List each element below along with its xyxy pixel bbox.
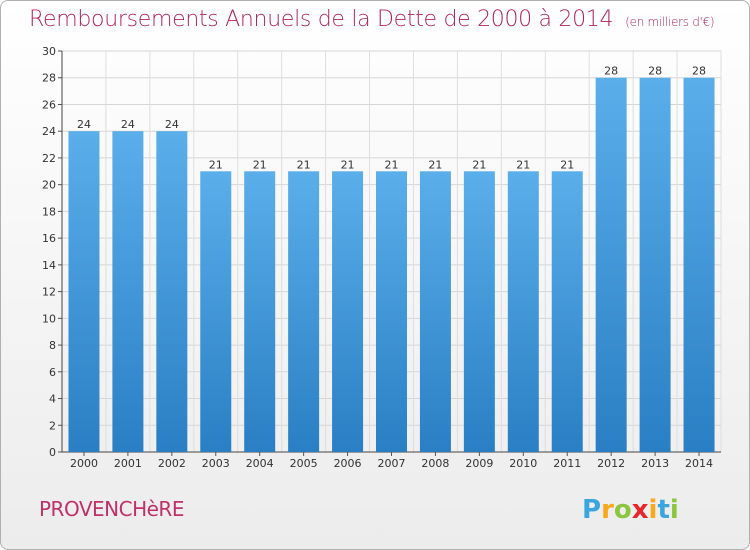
data-label: 21: [516, 158, 530, 171]
data-label: 21: [560, 158, 574, 171]
data-label: 21: [253, 158, 267, 171]
y-tick-label: 12: [42, 286, 56, 299]
chart-title: Remboursements Annuels de la Dette de 20…: [29, 7, 715, 32]
x-tick-label: 2002: [158, 457, 186, 470]
chart-unit-note: (en milliers d'€): [625, 15, 715, 29]
y-tick-label: 14: [42, 259, 56, 272]
x-tick-label: 2001: [114, 457, 142, 470]
bar: [639, 77, 671, 452]
y-tick-label: 8: [49, 339, 56, 352]
y-tick-label: 26: [42, 98, 56, 111]
data-label: 24: [121, 118, 135, 131]
y-tick-label: 16: [42, 232, 56, 245]
x-tick-label: 2004: [246, 457, 274, 470]
data-label: 24: [77, 118, 91, 131]
data-label: 21: [209, 158, 223, 171]
data-label: 28: [692, 65, 706, 78]
logo-letter: t: [657, 495, 669, 525]
y-tick-label: 6: [49, 366, 56, 379]
bar: [419, 171, 451, 453]
bar: [683, 77, 715, 452]
x-tick-label: 2007: [378, 457, 406, 470]
x-tick-label: 2014: [685, 457, 713, 470]
bar: [463, 171, 495, 453]
y-tick-label: 28: [42, 72, 56, 85]
y-tick-label: 20: [42, 179, 56, 192]
x-tick-label: 2011: [553, 457, 581, 470]
y-tick-label: 18: [42, 205, 56, 218]
y-tick-label: 10: [42, 312, 56, 325]
bar: [332, 171, 364, 453]
x-tick-label: 2005: [290, 457, 318, 470]
x-tick-label: 2010: [509, 457, 537, 470]
label-layer: 24 24 24 21 21 21 21 21 21 21 21 21 28 28 28: [77, 65, 706, 172]
x-tick-label: 2000: [70, 457, 98, 470]
bar: [507, 171, 539, 453]
data-label: 28: [604, 65, 618, 78]
bar: [156, 131, 188, 452]
proxiti-logo: Proxiti: [582, 495, 679, 525]
data-label: 21: [472, 158, 486, 171]
bar: [244, 171, 276, 453]
bar: [200, 171, 232, 453]
x-tick-label: 2006: [334, 457, 362, 470]
data-label: 21: [428, 158, 442, 171]
logo-letter: o: [614, 495, 632, 525]
y-tick-label: 30: [42, 45, 56, 58]
y-tick-label: 24: [42, 125, 56, 138]
bar: [376, 171, 407, 453]
x-tick-label: 2012: [597, 457, 625, 470]
data-label: 28: [648, 65, 662, 78]
bar: [68, 131, 100, 452]
logo-letter: i: [649, 495, 658, 525]
bar: [551, 171, 583, 453]
data-label: 21: [385, 158, 399, 171]
x-tick-label: 2009: [465, 457, 493, 470]
bar: [288, 171, 320, 453]
y-tick-label: 0: [49, 446, 56, 459]
x-tick-label: 2013: [641, 457, 669, 470]
y-tick-label: 4: [49, 393, 56, 406]
data-label: 24: [165, 118, 179, 131]
logo-letter: x: [632, 495, 649, 525]
bar: [595, 77, 627, 452]
bar-layer: [68, 77, 715, 453]
bar: [112, 131, 144, 452]
commune-name: PROVENCHèRE: [39, 497, 184, 521]
svg-text:Proxiti: Proxiti: [582, 495, 679, 525]
y-tick-label: 22: [42, 152, 56, 165]
data-label: 21: [341, 158, 355, 171]
logo-letter: P: [582, 495, 601, 525]
logo-letter: i: [670, 495, 679, 525]
data-label: 21: [297, 158, 311, 171]
y-tick-label: 2: [49, 419, 56, 432]
x-tick-label: 2008: [421, 457, 449, 470]
chart-title-text: Remboursements Annuels de la Dette de 20…: [29, 7, 614, 32]
x-tick-label: 2003: [202, 457, 230, 470]
logo-letter: r: [601, 495, 614, 525]
